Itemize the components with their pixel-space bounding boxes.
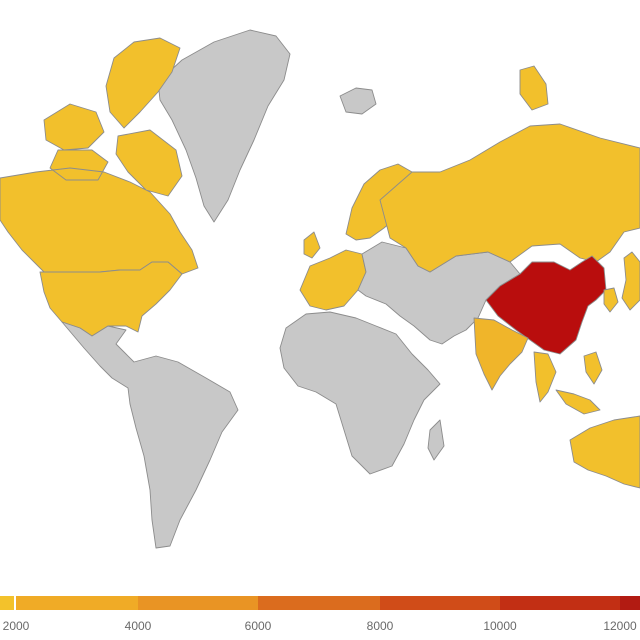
region-latin-america[interactable]	[61, 321, 239, 549]
region-russia[interactable]	[379, 65, 640, 273]
legend-bin	[380, 596, 502, 610]
region-canada[interactable]	[0, 37, 199, 275]
legend-bin	[0, 596, 14, 610]
legend-bin	[258, 596, 380, 610]
region-australia[interactable]	[569, 415, 640, 489]
legend-bin	[16, 596, 138, 610]
region-korea[interactable]	[603, 287, 619, 313]
region-iceland[interactable]	[339, 87, 377, 115]
legend-tick-label: 10000	[483, 619, 517, 633]
world-choropleth-map	[0, 29, 640, 549]
region-japan[interactable]	[621, 251, 640, 311]
region-africa[interactable]	[279, 311, 445, 475]
legend-bin	[138, 596, 260, 610]
region-united-states[interactable]	[39, 261, 183, 337]
region-india[interactable]	[473, 317, 529, 391]
legend-tick-label: 8000	[367, 619, 394, 633]
region-southeast-asia[interactable]	[533, 351, 603, 415]
legend-tick-label: 4000	[125, 619, 152, 633]
legend-tick-label: 6000	[245, 619, 272, 633]
legend-bin	[620, 596, 640, 610]
color-legend: 2000 4000 6000 8000 10000 12000	[0, 596, 640, 633]
legend-bin	[500, 596, 622, 610]
legend-tick-label: 12000	[603, 619, 637, 633]
region-western-europe[interactable]	[299, 231, 367, 311]
region-china[interactable]	[485, 255, 607, 355]
region-greenland[interactable]	[157, 29, 291, 223]
legend-tick-label: 2000	[3, 619, 30, 633]
